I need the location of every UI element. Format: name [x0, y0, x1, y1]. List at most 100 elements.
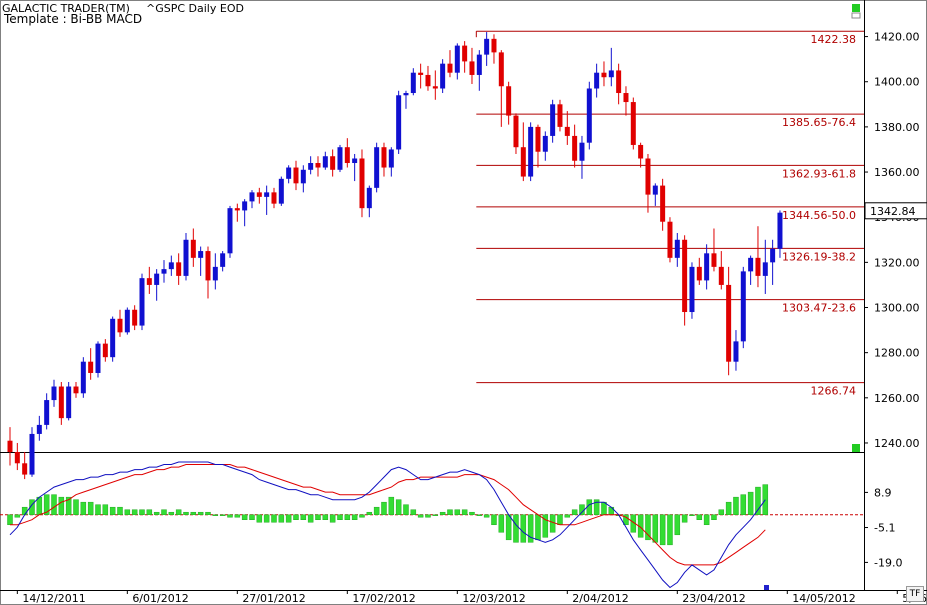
macd-histogram-bar [278, 514, 285, 523]
macd-histogram-bar [168, 511, 175, 515]
candle-body [726, 284, 732, 362]
candle-body [66, 386, 72, 419]
candle-body [44, 400, 50, 425]
macd-histogram-bar [747, 491, 754, 515]
macd-histogram-bar [659, 514, 666, 546]
macd-histogram-bar [212, 514, 219, 516]
candle-body [696, 266, 702, 281]
macd-histogram-bar [564, 514, 571, 518]
price-y-tick-label: 1260.00 [874, 392, 920, 405]
candle-body [491, 38, 497, 53]
macd-histogram-bar [483, 514, 490, 518]
template-label: Template : Bi-BB MACD [4, 12, 143, 26]
candle-body [278, 178, 284, 204]
candle-body [132, 309, 138, 326]
macd-histogram-bar [29, 499, 35, 515]
corner-badge[interactable]: TF [906, 586, 924, 602]
macd-histogram-bar [535, 514, 541, 541]
candle-body [586, 88, 592, 143]
candle-body [249, 192, 255, 202]
macd-histogram-bar [601, 501, 607, 515]
macd-histogram-bar [109, 506, 116, 515]
macd-y-tick-label: -5.1 [874, 522, 895, 535]
candle-body [322, 156, 328, 168]
candle-body [315, 163, 321, 168]
candle-body [520, 147, 526, 177]
macd-histogram-bar [315, 514, 321, 520]
app-title: GALACTIC TRADER(TM) [2, 2, 130, 15]
candle-body [550, 104, 556, 136]
candle-body [484, 38, 490, 55]
candle-body [80, 361, 86, 394]
price-y-tick-label: 1360.00 [874, 166, 920, 179]
macd-histogram-bar [696, 514, 703, 520]
candle-body [660, 185, 666, 222]
macd-histogram-bar [432, 514, 439, 516]
fib-level-label: 1362.93-61.8 [782, 167, 856, 180]
candle-body [117, 318, 123, 333]
macd-histogram-bar [623, 514, 629, 526]
candle-body [440, 63, 446, 89]
macd-histogram-bar [21, 506, 28, 515]
x-axis-tick-label: 23/04/2012 [682, 592, 745, 605]
candle-body [212, 266, 218, 281]
macd-histogram-bar [725, 501, 732, 515]
macd-histogram-bar [498, 514, 505, 533]
macd-histogram-bar [80, 501, 87, 515]
candle-body [36, 424, 42, 434]
candle-body [638, 144, 644, 159]
candle-body [645, 158, 651, 195]
candle-body [256, 192, 262, 197]
candle-body [462, 45, 468, 62]
macd-histogram-bar [337, 514, 343, 520]
candle-body [396, 95, 402, 150]
candle-body [572, 135, 578, 161]
macd-histogram-bar [36, 496, 43, 515]
candle-body [432, 86, 438, 89]
candle-body [594, 72, 600, 89]
price-y-tick-label: 1400.00 [874, 76, 920, 89]
candle-body [161, 269, 167, 274]
candle-body [447, 63, 453, 73]
macd-histogram-bar [762, 484, 769, 515]
macd-histogram-bar [674, 514, 681, 536]
price-y-tick-label: 1380.00 [874, 121, 920, 134]
candle-body [630, 102, 636, 145]
macd-histogram-bar [205, 511, 211, 515]
price-pane-marker [852, 4, 860, 12]
macd-histogram-bar [73, 499, 79, 515]
macd-histogram-bar [513, 514, 519, 543]
candle-body [476, 54, 482, 75]
macd-histogram-bar [293, 514, 299, 520]
macd-histogram-bar [241, 514, 248, 520]
candle-body [498, 52, 504, 87]
macd-histogram-bar [183, 511, 189, 515]
macd-histogram-bar [65, 496, 72, 515]
candle-body [73, 386, 79, 394]
candle-body [616, 70, 622, 94]
candle-body [711, 253, 717, 267]
candle-body [220, 253, 226, 267]
candle-body [564, 126, 570, 136]
price-y-tick-label: 1320.00 [874, 256, 920, 269]
candle-body [308, 163, 314, 170]
candle-body [352, 158, 358, 164]
macd-histogram-bar [703, 514, 710, 526]
candle-body [557, 104, 563, 127]
candle-body [674, 239, 680, 258]
candle-body [205, 251, 211, 281]
candle-body [124, 309, 130, 333]
x-axis-tick-label: 17/02/2012 [352, 592, 415, 605]
x-axis-tick-label: 27/01/2012 [242, 592, 305, 605]
candle-body [198, 251, 204, 258]
candle-body [190, 239, 196, 258]
x-axis-tick-label: 6/01/2012 [132, 592, 188, 605]
macd-histogram-bar [43, 494, 50, 515]
macd-histogram-bar [124, 509, 131, 515]
candle-body [359, 158, 365, 209]
candle-body [139, 278, 145, 326]
candle-body [667, 221, 673, 258]
price-y-tick-label: 1300.00 [874, 302, 920, 315]
last-price-box [864, 202, 927, 220]
